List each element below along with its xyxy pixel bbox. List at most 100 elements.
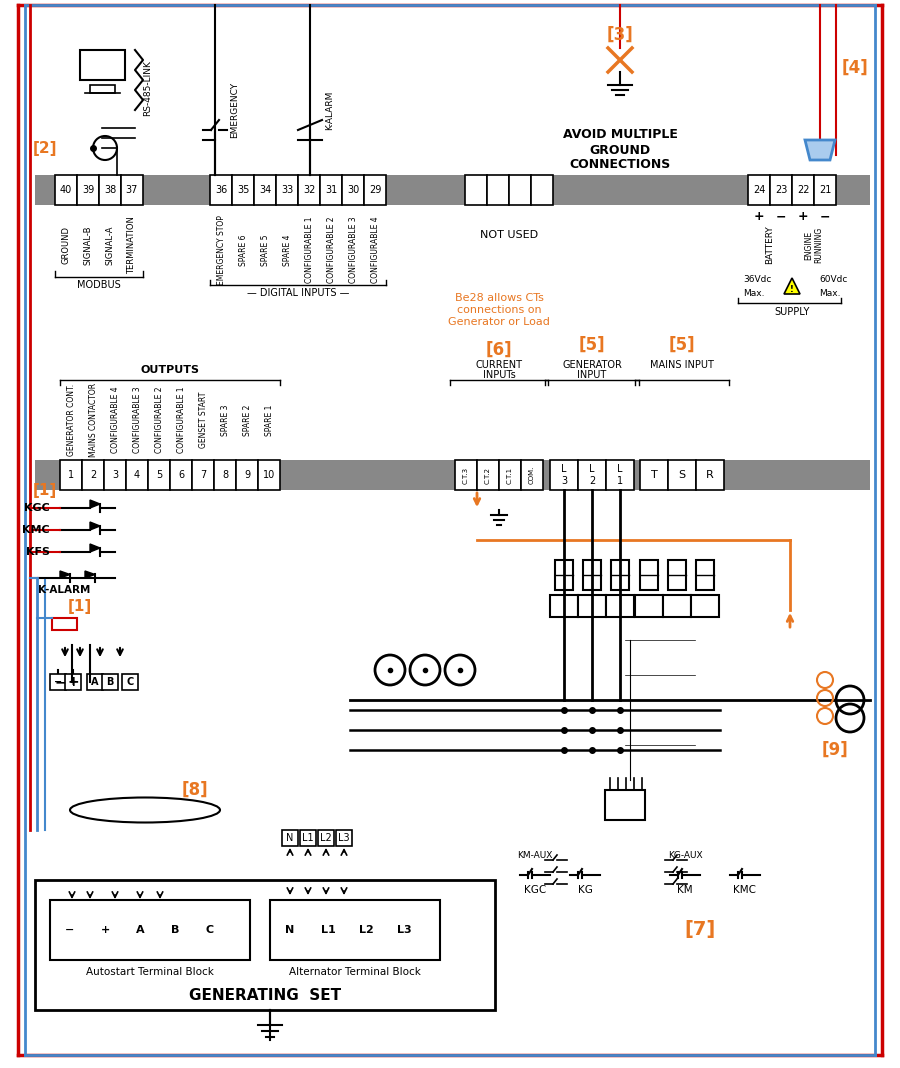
Text: [5]: [5] (579, 336, 606, 354)
Text: CONFIGURABLE 1: CONFIGURABLE 1 (304, 217, 313, 283)
Bar (770, 175, 792, 205)
Bar (640, 460, 668, 490)
Bar (668, 560, 686, 590)
Text: 23: 23 (775, 185, 788, 195)
Bar (509, 175, 531, 205)
Text: 60Vdc: 60Vdc (819, 276, 848, 284)
Text: Be28 allows CTs
connections on
Generator or Load: Be28 allows CTs connections on Generator… (448, 294, 550, 327)
Bar (298, 175, 320, 205)
Text: −: − (54, 677, 62, 687)
Bar (499, 460, 521, 490)
Text: A: A (136, 925, 144, 934)
Bar (487, 175, 509, 205)
Text: [5]: [5] (669, 336, 696, 354)
Text: OUTPUTS: OUTPUTS (140, 365, 200, 375)
Bar (465, 175, 487, 205)
Text: −: − (54, 675, 66, 689)
Text: [9]: [9] (822, 741, 849, 759)
Text: CONFIGURABLE 2: CONFIGURABLE 2 (155, 387, 164, 453)
Text: [6]: [6] (486, 341, 512, 359)
Text: TERMINATION: TERMINATION (128, 216, 137, 273)
Bar (605, 790, 645, 820)
Text: Autostart Terminal Block: Autostart Terminal Block (86, 967, 214, 977)
Bar (50, 674, 66, 690)
Polygon shape (90, 522, 100, 530)
Text: CONFIGURABLE 1: CONFIGURABLE 1 (176, 387, 185, 453)
Text: !: ! (790, 284, 794, 294)
Text: KMC: KMC (22, 525, 50, 535)
Text: L2: L2 (358, 925, 374, 934)
Text: [7]: [7] (684, 921, 716, 940)
Text: [3]: [3] (607, 26, 634, 44)
Bar (122, 674, 138, 690)
Bar (99, 175, 121, 205)
Text: 35: 35 (237, 185, 249, 195)
Text: 8: 8 (222, 470, 228, 480)
Text: GENERATOR CONT.: GENERATOR CONT. (67, 383, 76, 456)
Text: SPARE 3: SPARE 3 (220, 405, 230, 436)
Text: +: + (68, 675, 79, 689)
Text: EMERGENCY: EMERGENCY (230, 82, 239, 138)
Bar (611, 560, 629, 590)
Text: KM: KM (677, 885, 693, 895)
Bar (550, 460, 578, 490)
Bar (65, 674, 81, 690)
Bar (60, 460, 82, 490)
Text: 33: 33 (281, 185, 293, 195)
Text: SPARE 4: SPARE 4 (283, 234, 292, 266)
Bar (583, 560, 601, 590)
Text: L
2: L 2 (589, 465, 595, 486)
Text: K-ALARM: K-ALARM (38, 585, 90, 595)
Bar (748, 175, 770, 205)
Text: 2: 2 (90, 470, 96, 480)
Bar (192, 460, 214, 490)
Text: C: C (206, 925, 214, 934)
Text: B: B (171, 925, 179, 934)
Bar (276, 175, 298, 205)
Text: L
3: L 3 (561, 465, 567, 486)
Text: L
1: L 1 (616, 465, 623, 486)
Bar (236, 460, 258, 490)
Text: SUPPLY: SUPPLY (774, 307, 810, 317)
Bar (814, 175, 836, 205)
Polygon shape (90, 500, 100, 508)
Polygon shape (85, 571, 95, 578)
Bar (364, 175, 386, 205)
Bar (531, 175, 553, 205)
Text: +: + (753, 210, 764, 223)
Text: INPUT: INPUT (578, 370, 607, 380)
Text: [4]: [4] (842, 59, 868, 77)
Text: SPARE 1: SPARE 1 (265, 405, 274, 436)
Bar (578, 595, 606, 617)
Text: [8]: [8] (182, 781, 208, 799)
Text: L1: L1 (320, 925, 336, 934)
Bar (578, 460, 606, 490)
Text: +: + (69, 677, 77, 687)
Bar (606, 595, 634, 617)
Text: +: + (101, 925, 110, 934)
Text: 31: 31 (325, 185, 338, 195)
Polygon shape (60, 571, 70, 578)
Text: BATTERY: BATTERY (766, 225, 775, 265)
Text: N: N (285, 925, 294, 934)
Text: 38: 38 (104, 185, 116, 195)
Text: MODBUS: MODBUS (77, 280, 121, 290)
Text: 36Vdc: 36Vdc (743, 276, 771, 284)
Text: B: B (106, 677, 113, 687)
Text: CONFIGURABLE 4: CONFIGURABLE 4 (371, 217, 380, 283)
Text: AVOID MULTIPLE: AVOID MULTIPLE (562, 128, 678, 141)
Text: K-ALARM: K-ALARM (326, 91, 335, 129)
Text: GROUND: GROUND (590, 143, 651, 157)
Text: 22: 22 (796, 185, 809, 195)
Text: 21: 21 (819, 185, 832, 195)
Bar (148, 460, 170, 490)
Bar (258, 460, 280, 490)
Bar (336, 830, 352, 846)
Bar (82, 460, 104, 490)
Bar (342, 175, 364, 205)
Text: GROUND: GROUND (61, 226, 70, 264)
Text: CONFIGURABLE 3: CONFIGURABLE 3 (348, 217, 357, 283)
Text: GENSET START: GENSET START (199, 392, 208, 449)
Text: T: T (651, 470, 657, 480)
Polygon shape (805, 140, 835, 160)
